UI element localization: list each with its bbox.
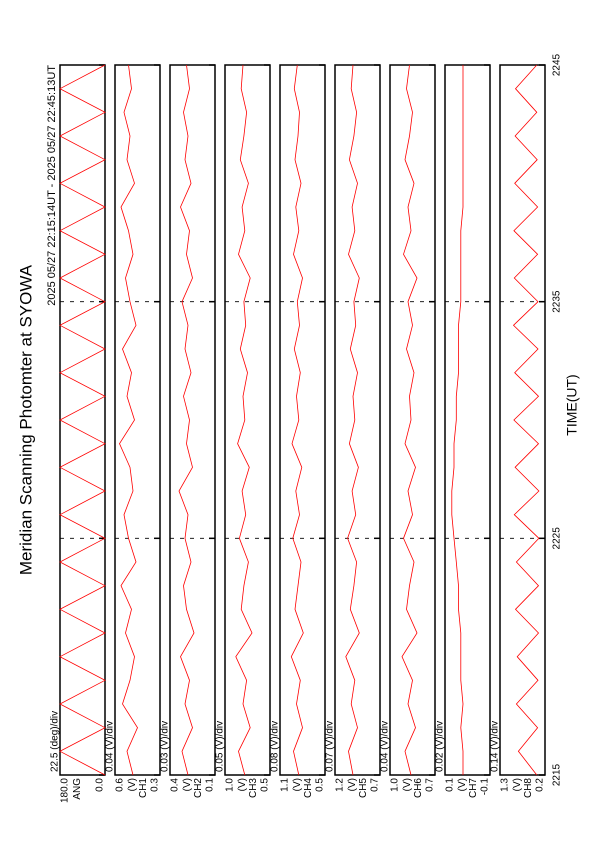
y-tick-label: 180.0: [60, 778, 71, 803]
y-tick-label: 1.0: [225, 778, 236, 792]
y-tick-label: 0.3: [150, 778, 161, 792]
panel-frame: [444, 64, 491, 776]
scale-label: 0.08 (V)/div: [270, 721, 281, 772]
scale-label: 0.04 (V)/div: [380, 721, 391, 772]
y-axis-label: (V): [237, 778, 248, 791]
signal-line: [290, 64, 304, 776]
signal-line: [235, 64, 253, 776]
channel-label: CH8: [523, 778, 534, 798]
y-tick-label: 1.1: [280, 778, 291, 792]
y-tick-label: 0.6: [115, 778, 126, 792]
y-tick-label: 0.5: [315, 778, 326, 792]
scale-label: 0.04 (V)/div: [105, 721, 116, 772]
panel-frame: [114, 64, 161, 776]
x-tick-label: 2245: [552, 53, 563, 76]
y-axis-label: (V): [182, 778, 193, 791]
signal-line: [451, 65, 464, 775]
channel-label: CH7: [468, 778, 479, 798]
y-tick-label: 1.3: [500, 778, 511, 792]
y-tick-label: 0.2: [535, 778, 546, 792]
y-axis-label: (V): [347, 778, 358, 791]
x-axis-label: TIME(UT): [564, 374, 580, 435]
rotated-chart: Meridian Scanning Photomter at SYOWA 202…: [16, 53, 579, 803]
scale-label: 0.07 (V)/div: [325, 721, 336, 772]
y-tick-label: 0.1: [445, 778, 456, 792]
channel-label: CH5: [358, 778, 369, 798]
scale-label: 0.03 (V)/div: [160, 721, 171, 772]
chart-subtitle: 2025 05/27 22:15:14UT - 2025 05/27 22:45…: [46, 65, 58, 306]
x-tick-label: 2225: [552, 527, 563, 550]
channel-label: CH2: [193, 778, 204, 798]
scale-label: 22.5 (deg)/div: [50, 711, 61, 772]
y-tick-label: 0.4: [170, 778, 181, 792]
panel-frame: [279, 64, 326, 776]
channel-label: CH1: [138, 778, 149, 798]
channel-label: CH3: [248, 778, 259, 798]
y-axis-label: (V): [292, 778, 303, 791]
y-axis-label: (V): [457, 778, 468, 791]
y-tick-label: 0.7: [370, 778, 381, 792]
x-tick-label: 2235: [552, 290, 563, 313]
signal-line: [59, 64, 106, 776]
y-tick-label: -0.1: [480, 778, 491, 796]
y-axis-label: (V): [127, 778, 138, 791]
signal-line: [178, 64, 195, 776]
y-tick-label: 0.0: [95, 778, 106, 792]
signal-line: [401, 64, 418, 776]
panel-frame: [334, 64, 381, 776]
panel-frame: [389, 64, 436, 776]
panel-frame: [224, 64, 271, 776]
scale-label: 0.02 (V)/div: [435, 721, 446, 772]
y-axis-label: (V): [402, 778, 413, 791]
scale-label: 0.05 (V)/div: [215, 721, 226, 772]
signal-line: [345, 64, 360, 776]
y-axis-label: ANG: [72, 778, 83, 800]
y-tick-label: 1.2: [335, 778, 346, 792]
channel-label: CH4: [303, 778, 314, 798]
x-tick-label: 2215: [552, 763, 563, 786]
channel-label: CH6: [413, 778, 424, 798]
y-tick-label: 0.1: [205, 778, 216, 792]
panel-frame: [169, 64, 216, 776]
y-tick-label: 0.5: [260, 778, 271, 792]
y-axis-label: (V): [512, 778, 523, 791]
panel-frame: [499, 64, 546, 776]
y-tick-label: 1.0: [390, 778, 401, 792]
scale-label: 0.14 (V)/div: [490, 721, 501, 772]
chart-title: Meridian Scanning Photomter at SYOWA: [16, 264, 35, 575]
signal-line: [512, 64, 540, 776]
signal-line: [119, 64, 138, 776]
y-tick-label: 0.7: [425, 778, 436, 792]
